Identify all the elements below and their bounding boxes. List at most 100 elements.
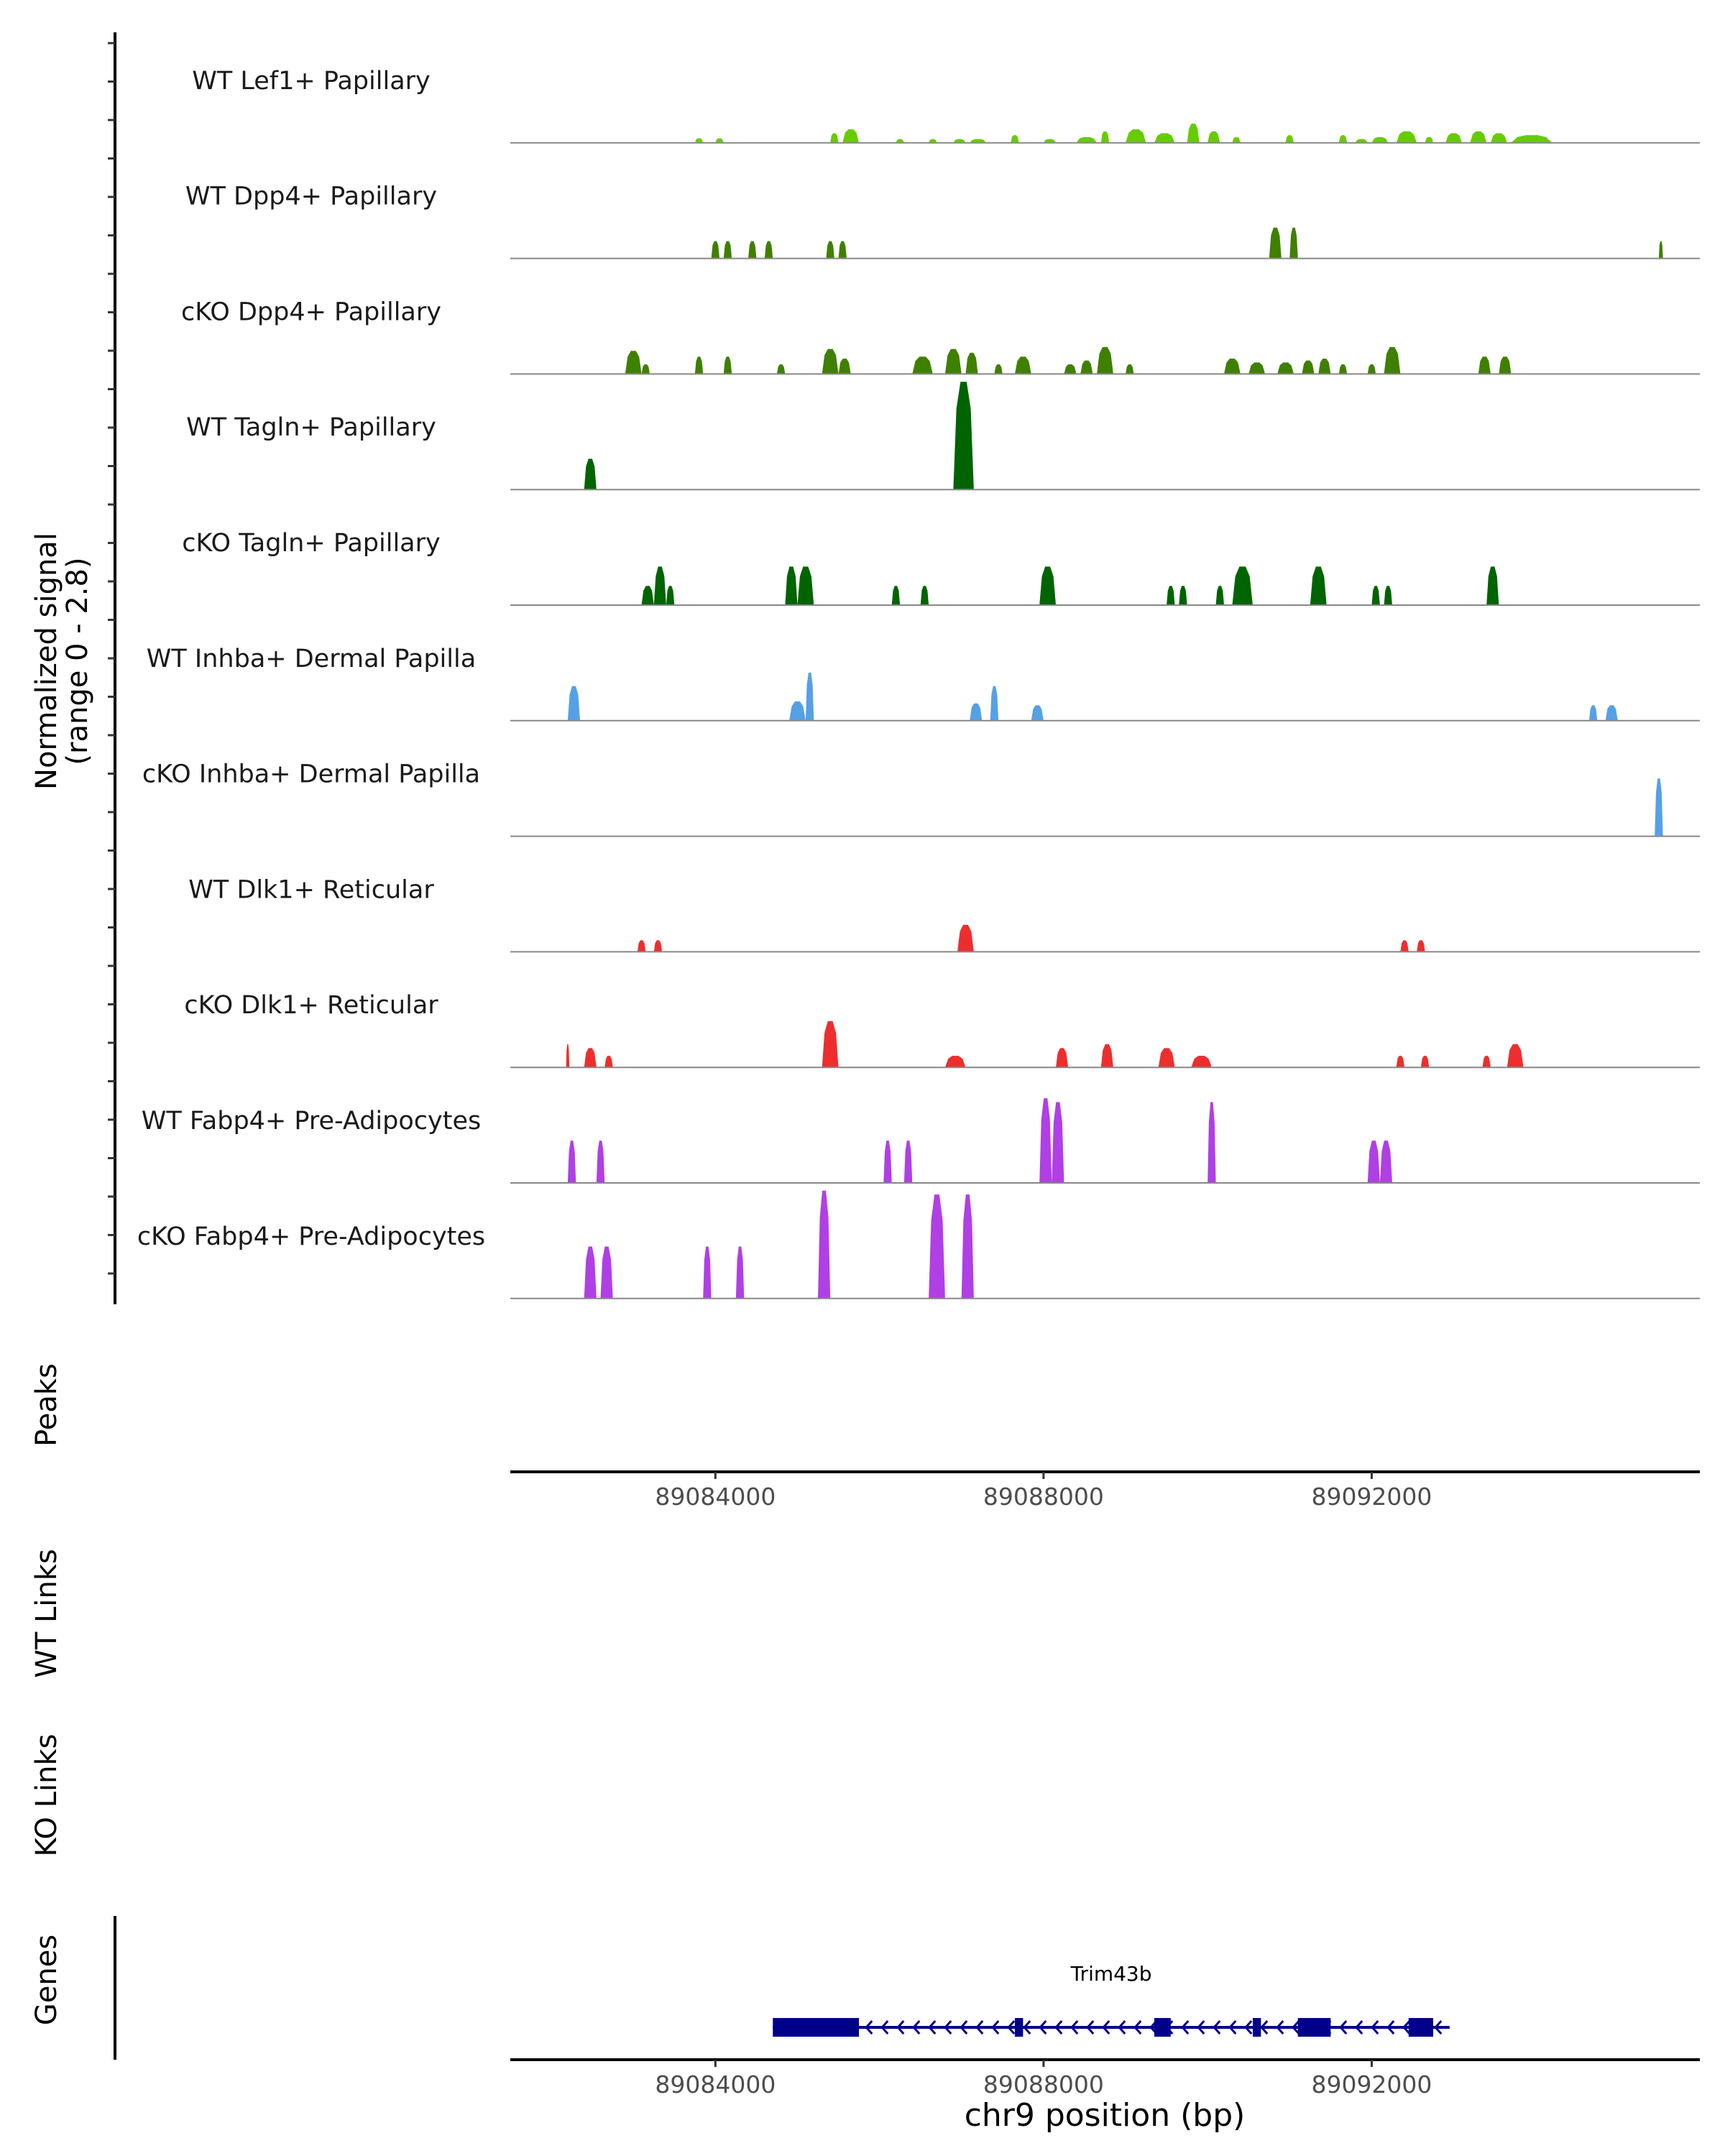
track-label: WT Dlk1+ Reticular	[188, 875, 434, 904]
track: cKO Tagln+ Papillary	[182, 529, 1700, 606]
coverage-peak	[1039, 566, 1057, 605]
gene-name-label: Trim43b	[1070, 1962, 1152, 1986]
coverage-peak	[842, 129, 860, 143]
coverage-tracks: WT Lef1+ Papillary WT Dpp4+ Papillary cKO …	[137, 67, 1700, 1299]
coverage-peak	[1154, 133, 1175, 143]
strand-arrow	[1276, 2020, 1284, 2035]
coverage-peak	[883, 1141, 892, 1183]
gene-exon	[1252, 2018, 1261, 2037]
coverage-peak	[723, 356, 732, 374]
coverage-peak	[1384, 586, 1392, 605]
track: cKO Fabp4+ Pre-Adipocytes	[137, 1190, 1700, 1299]
coverage-peak	[1224, 358, 1241, 374]
coverage-peak	[764, 241, 773, 259]
coverage-peak	[1043, 139, 1057, 143]
coverage-peak	[1318, 358, 1331, 374]
coverage-peak	[584, 459, 597, 490]
coverage-peak	[818, 1190, 831, 1299]
coverage-peak	[1302, 360, 1315, 374]
coverage-peak	[891, 586, 901, 605]
coverage-peak	[961, 1194, 974, 1299]
track: WT Dpp4+ Papillary	[185, 183, 1700, 259]
coverage-peak	[1100, 131, 1110, 143]
coverage-peak	[1215, 586, 1224, 605]
strand-arrow	[1070, 2020, 1079, 2035]
coverage-peak	[822, 1021, 839, 1068]
strand-arrow	[1434, 2020, 1443, 2035]
track-label: cKO Fabp4+ Pre-Adipocytes	[137, 1222, 485, 1251]
coverage-peak	[584, 1048, 597, 1068]
strand-arrow	[1228, 2020, 1237, 2035]
coverage-peak	[1167, 586, 1175, 605]
coverage-peak	[1367, 364, 1376, 374]
signal-y-axis-range-label: (range 0 - 2.8)	[61, 557, 94, 765]
coverage-peak	[1384, 346, 1401, 374]
coverage-peak	[1277, 362, 1294, 374]
strand-arrow	[1007, 2020, 1016, 2035]
gene-exon	[1014, 2018, 1024, 2037]
coverage-peak	[1499, 356, 1512, 374]
track-label: WT Lef1+ Papillary	[192, 67, 431, 96]
strand-arrow	[912, 2020, 921, 2035]
coverage-peak	[1355, 139, 1368, 143]
strand-arrow	[1102, 2020, 1110, 2035]
strand-arrow	[1054, 2020, 1063, 2035]
coverage-peak	[929, 1194, 945, 1299]
coverage-peak	[896, 139, 904, 143]
coverage-peak	[830, 133, 839, 143]
coverage-peak	[994, 364, 1003, 374]
coverage-peak	[1310, 566, 1327, 605]
coverage-peak	[903, 1141, 913, 1183]
coverage-peak	[735, 1246, 745, 1299]
coverage-peak	[1486, 566, 1499, 605]
coverage-peak	[1338, 364, 1348, 374]
coverage-peak	[1208, 131, 1220, 143]
coverage-peak	[1289, 227, 1298, 259]
x-tick-label: 89092000	[1311, 1483, 1432, 1511]
coverage-peak	[625, 351, 642, 374]
coverage-peak	[637, 940, 646, 952]
x-tick-label: 89084000	[655, 2070, 776, 2099]
coverage-peak	[776, 364, 786, 374]
strand-arrow	[1181, 2020, 1190, 2035]
coverage-peak	[953, 382, 974, 490]
coverage-peak	[1605, 705, 1618, 721]
genes-track-label: Genes	[30, 1935, 63, 2025]
coverage-peak	[826, 241, 834, 259]
coverage-peak	[666, 586, 675, 605]
coverage-peak	[1248, 362, 1266, 374]
coverage-peak	[1052, 1102, 1064, 1183]
coverage-peak	[1420, 1056, 1430, 1068]
coverage-peak	[1658, 241, 1663, 259]
coverage-peak	[1064, 364, 1077, 374]
coverage-peak	[990, 686, 999, 721]
gene-exon	[1297, 2018, 1331, 2037]
coverage-peak	[567, 686, 581, 721]
strand-arrow	[1213, 2020, 1221, 2035]
x-tick-label: 89088000	[983, 2070, 1104, 2099]
strand-arrow	[1402, 2020, 1411, 2035]
coverage-peak	[653, 566, 666, 605]
coverage-peak	[965, 352, 978, 374]
strand-arrow	[1371, 2020, 1379, 2035]
coverage-peak	[1490, 133, 1507, 143]
coverage-peak	[653, 940, 663, 952]
strand-arrow	[1355, 2020, 1363, 2035]
track-label: WT Fabp4+ Pre-Adipocytes	[142, 1107, 481, 1135]
coverage-peak	[785, 566, 798, 605]
strand-arrow	[880, 2020, 889, 2035]
x-tick-label: 89084000	[655, 1483, 776, 1511]
strand-arrow	[1292, 2020, 1300, 2035]
x-axis-title: chr9 position (bp)	[965, 2097, 1246, 2134]
gene-exon	[773, 2018, 860, 2037]
track-label: WT Dpp4+ Papillary	[185, 183, 437, 211]
peaks-track-label: Peaks	[30, 1363, 63, 1447]
gene-exon	[1408, 2018, 1434, 2037]
strand-arrow	[944, 2020, 952, 2035]
strand-arrow	[1133, 2020, 1142, 2035]
coverage-peak	[1191, 1056, 1212, 1068]
coverage-peak	[1080, 360, 1093, 374]
ko-links-track-label: KO Links	[30, 1734, 63, 1857]
strand-arrow	[865, 2020, 873, 2035]
coverage-peak	[1655, 778, 1663, 837]
